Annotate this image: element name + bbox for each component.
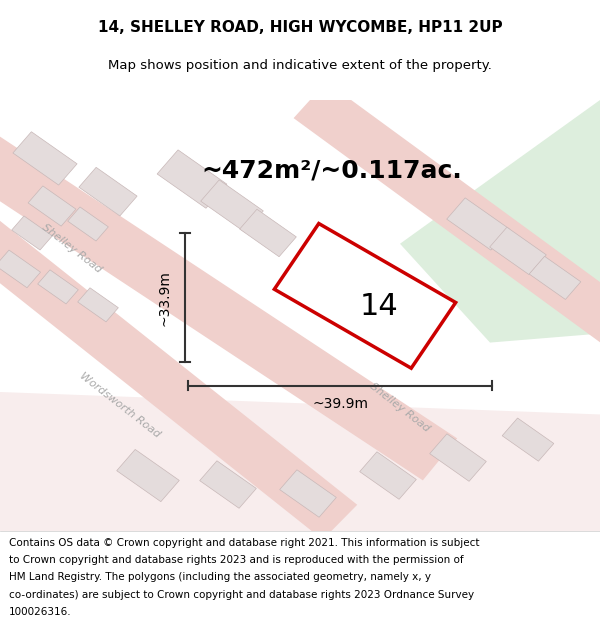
Polygon shape	[0, 195, 357, 540]
Polygon shape	[430, 434, 487, 481]
Text: 14: 14	[359, 292, 398, 321]
Polygon shape	[38, 270, 79, 304]
Polygon shape	[293, 82, 600, 374]
Text: Shelley Road: Shelley Road	[368, 381, 432, 434]
Polygon shape	[502, 418, 554, 461]
Polygon shape	[239, 209, 296, 257]
Polygon shape	[77, 288, 118, 322]
Polygon shape	[28, 186, 76, 226]
Polygon shape	[0, 115, 457, 481]
Polygon shape	[68, 207, 109, 241]
Polygon shape	[400, 100, 600, 342]
Text: co-ordinates) are subject to Crown copyright and database rights 2023 Ordnance S: co-ordinates) are subject to Crown copyr…	[9, 590, 474, 600]
Polygon shape	[490, 228, 547, 274]
Text: Wordsworth Road: Wordsworth Road	[78, 371, 162, 440]
Text: 100026316.: 100026316.	[9, 608, 71, 618]
Text: ~39.9m: ~39.9m	[312, 397, 368, 411]
Polygon shape	[200, 461, 256, 508]
Text: ~472m²/~0.117ac.: ~472m²/~0.117ac.	[202, 158, 463, 182]
Polygon shape	[0, 250, 41, 288]
Polygon shape	[0, 392, 600, 531]
Polygon shape	[359, 452, 416, 499]
Text: 14, SHELLEY ROAD, HIGH WYCOMBE, HP11 2UP: 14, SHELLEY ROAD, HIGH WYCOMBE, HP11 2UP	[98, 21, 502, 36]
Polygon shape	[280, 470, 337, 518]
Text: to Crown copyright and database rights 2023 and is reproduced with the permissio: to Crown copyright and database rights 2…	[9, 555, 464, 565]
Text: Contains OS data © Crown copyright and database right 2021. This information is : Contains OS data © Crown copyright and d…	[9, 538, 479, 548]
Polygon shape	[157, 150, 227, 208]
Polygon shape	[11, 216, 52, 250]
Polygon shape	[447, 198, 509, 250]
Text: ~33.9m: ~33.9m	[158, 270, 172, 326]
Polygon shape	[79, 168, 137, 216]
Text: Map shows position and indicative extent of the property.: Map shows position and indicative extent…	[108, 59, 492, 71]
Polygon shape	[529, 256, 581, 299]
Polygon shape	[201, 180, 263, 232]
Polygon shape	[117, 449, 179, 502]
Text: HM Land Registry. The polygons (including the associated geometry, namely x, y: HM Land Registry. The polygons (includin…	[9, 572, 431, 582]
Text: Shelley Road: Shelley Road	[40, 222, 104, 274]
Polygon shape	[13, 132, 77, 185]
